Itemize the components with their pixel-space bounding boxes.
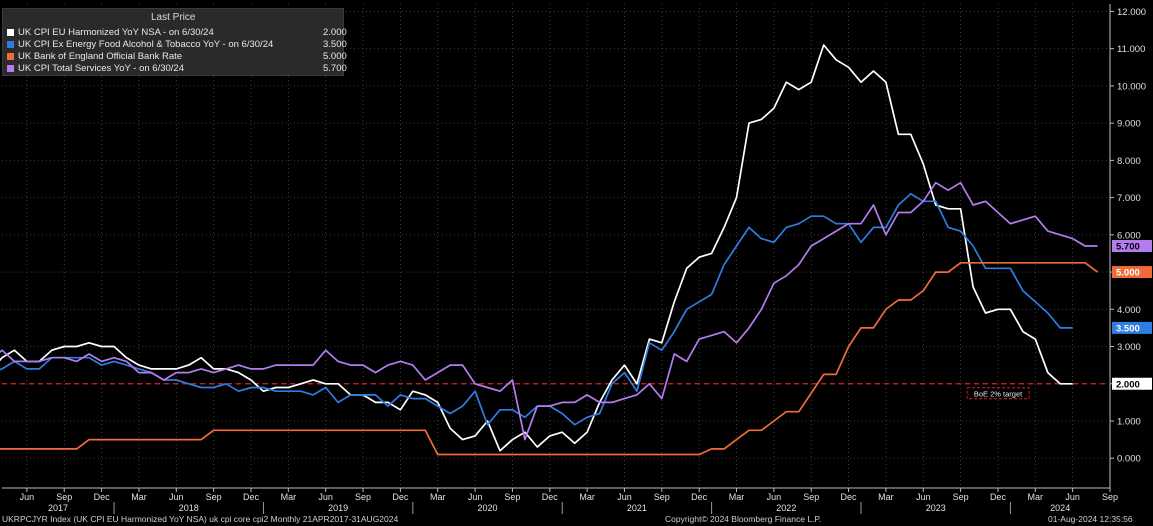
x-year-label: 2017 bbox=[48, 503, 68, 513]
x-tick-label: Jun bbox=[20, 492, 35, 502]
x-tick-label: Jun bbox=[916, 492, 931, 502]
x-tick-label: Jun bbox=[767, 492, 782, 502]
x-tick-label: Jun bbox=[169, 492, 184, 502]
x-tick-label: Sep bbox=[355, 492, 371, 502]
x-year-label: 2021 bbox=[627, 503, 647, 513]
x-year-label: 2023 bbox=[926, 503, 946, 513]
legend-swatch-white-icon bbox=[7, 29, 14, 36]
axes: 12.00011.00010.0009.0008.0007.0006.0005.… bbox=[2, 4, 1146, 514]
last-value-labels: 5.700 5.000 3.500 2.000 bbox=[1112, 240, 1152, 390]
last-value-text: 5.700 bbox=[1116, 242, 1140, 253]
last-value-text: 2.000 bbox=[1116, 379, 1140, 390]
legend-item: UK CPI EU Harmonized YoY NSA - on 6/30/2… bbox=[7, 27, 347, 39]
x-tick-label: Mar bbox=[878, 492, 894, 502]
x-tick-label: Sep bbox=[504, 492, 520, 502]
y-tick-label: 11.000 bbox=[1117, 44, 1145, 55]
grid bbox=[2, 4, 1111, 488]
legend-swatch-orange-icon bbox=[7, 53, 14, 60]
x-tick-label: Sep bbox=[654, 492, 670, 502]
y-tick-label: 7.000 bbox=[1117, 193, 1141, 204]
series-lines bbox=[0, 44, 1099, 456]
x-tick-label: Mar bbox=[579, 492, 595, 502]
x-tick-label: Sep bbox=[206, 492, 222, 502]
legend-label: UK CPI Total Services YoY - on 6/30/24 bbox=[18, 63, 184, 74]
x-tick-label: Mar bbox=[281, 492, 297, 502]
legend-item: UK CPI Ex Energy Food Alcohol & Tobacco … bbox=[7, 39, 347, 51]
x-tick-label: Dec bbox=[243, 492, 260, 502]
series-line bbox=[0, 44, 1073, 452]
legend-swatch-purple-icon bbox=[7, 65, 14, 72]
y-tick-label: 9.000 bbox=[1117, 119, 1141, 130]
x-year-label: 2022 bbox=[776, 503, 796, 513]
x-tick-label: Mar bbox=[729, 492, 745, 502]
y-tick-label: 4.000 bbox=[1117, 305, 1141, 316]
last-value-badge bbox=[1112, 377, 1152, 390]
x-tick-label: Dec bbox=[990, 492, 1007, 502]
x-tick-label: Jun bbox=[617, 492, 632, 502]
reference-line: BoE 2% target bbox=[2, 383, 1110, 400]
x-year-label: 2024 bbox=[1050, 503, 1070, 513]
series-line bbox=[0, 261, 1099, 456]
y-tick-label: 1.000 bbox=[1117, 416, 1141, 427]
y-tick-label: 12.000 bbox=[1117, 7, 1146, 18]
y-tick-label: 10.000 bbox=[1117, 81, 1146, 92]
legend-label: UK CPI Ex Energy Food Alcohol & Tobacco … bbox=[18, 39, 274, 50]
footer: UKRPCJYR Index (UK CPI EU Harmonized YoY… bbox=[0, 514, 1153, 526]
footer-timestamp: 01-Aug-2024 12:35:56 bbox=[1048, 514, 1133, 524]
chart-canvas: 12.00011.00010.0009.0008.0007.0006.0005.… bbox=[0, 4, 1152, 514]
legend-value: 5.000 bbox=[323, 51, 347, 62]
x-tick-label: Jun bbox=[318, 492, 333, 502]
x-tick-label: Mar bbox=[131, 492, 147, 502]
x-tick-label: Mar bbox=[1028, 492, 1044, 502]
legend-item: UK Bank of England Official Bank Rate 5.… bbox=[7, 51, 347, 63]
last-value-text: 3.500 bbox=[1116, 323, 1140, 334]
x-tick-label: Dec bbox=[94, 492, 111, 502]
last-value-badge bbox=[1112, 266, 1152, 279]
x-tick-label: Dec bbox=[392, 492, 409, 502]
x-tick-label: Dec bbox=[841, 492, 858, 502]
legend-value: 2.000 bbox=[323, 27, 347, 38]
legend-swatch-blue-icon bbox=[7, 41, 14, 48]
last-value-text: 5.000 bbox=[1116, 268, 1140, 279]
x-tick-label: Sep bbox=[953, 492, 969, 502]
x-tick-label: Dec bbox=[542, 492, 559, 502]
x-year-label: 2020 bbox=[478, 503, 498, 513]
y-tick-label: 8.000 bbox=[1117, 156, 1141, 167]
x-tick-label: Jun bbox=[468, 492, 483, 502]
x-tick-label: Sep bbox=[56, 492, 72, 502]
footer-index-info: UKRPCJYR Index (UK CPI EU Harmonized YoY… bbox=[2, 514, 399, 524]
last-value-badge bbox=[1112, 240, 1152, 252]
x-tick-label: Dec bbox=[691, 492, 708, 502]
legend-value: 5.700 bbox=[323, 63, 347, 74]
x-year-label: 2018 bbox=[179, 503, 199, 513]
footer-copyright: Copyright© 2024 Bloomberg Finance L.P. bbox=[665, 514, 822, 524]
legend: Last Price UK CPI EU Harmonized YoY NSA … bbox=[2, 8, 347, 76]
x-year-label: 2019 bbox=[328, 503, 348, 513]
x-tick-label: Sep bbox=[1102, 492, 1118, 502]
last-value-badge bbox=[1112, 321, 1152, 334]
legend-label: UK CPI EU Harmonized YoY NSA - on 6/30/2… bbox=[18, 27, 214, 38]
y-tick-label: 3.000 bbox=[1117, 342, 1141, 353]
x-tick-label: Jun bbox=[1065, 492, 1080, 502]
boe-target-label: BoE 2% target bbox=[974, 389, 1023, 398]
legend-value: 3.500 bbox=[323, 39, 347, 50]
x-tick-label: Sep bbox=[803, 492, 819, 502]
boe-target-label-box bbox=[966, 387, 1030, 400]
y-tick-label: 0.000 bbox=[1117, 454, 1141, 465]
legend-header: Last Price bbox=[151, 12, 196, 23]
series-line bbox=[0, 181, 1098, 441]
y-tick-label: 6.000 bbox=[1117, 230, 1141, 241]
legend-item: UK CPI Total Services YoY - on 6/30/24 5… bbox=[7, 63, 347, 75]
series-line bbox=[0, 193, 1073, 426]
x-tick-label: Mar bbox=[430, 492, 446, 502]
legend-label: UK Bank of England Official Bank Rate bbox=[18, 51, 183, 62]
